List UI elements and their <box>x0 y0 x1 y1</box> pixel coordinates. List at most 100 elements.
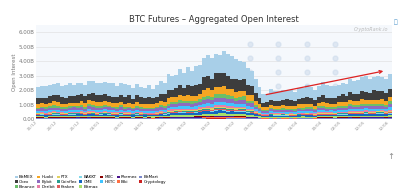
Bar <box>285 112 289 113</box>
Bar <box>135 115 139 116</box>
Bar <box>317 114 321 115</box>
Bar <box>329 118 333 119</box>
Bar <box>356 116 360 117</box>
Bar <box>226 106 230 108</box>
Bar <box>139 103 143 107</box>
Bar <box>344 96 348 103</box>
Bar <box>166 74 170 89</box>
Bar <box>76 110 80 112</box>
Bar <box>297 108 301 109</box>
Bar <box>91 111 95 112</box>
Bar <box>238 112 242 114</box>
Bar <box>313 116 317 117</box>
Bar <box>380 118 384 119</box>
Bar <box>123 115 127 116</box>
Bar <box>242 79 246 91</box>
Bar <box>218 94 222 98</box>
Bar <box>143 111 147 113</box>
Bar <box>194 109 198 110</box>
Bar <box>273 108 277 110</box>
Bar <box>380 108 384 110</box>
Bar <box>107 116 111 117</box>
Bar <box>238 110 242 111</box>
Bar <box>214 102 218 105</box>
Bar <box>119 118 123 119</box>
Bar <box>258 111 262 113</box>
Bar <box>258 104 262 108</box>
Bar <box>159 107 162 109</box>
Bar <box>64 115 68 117</box>
Bar <box>262 103 266 108</box>
Bar <box>380 113 384 114</box>
Bar <box>340 113 344 114</box>
Bar <box>344 117 348 118</box>
Bar <box>147 109 151 111</box>
Bar <box>309 114 313 115</box>
Bar <box>364 114 368 116</box>
Bar <box>159 117 162 118</box>
Bar <box>182 117 186 118</box>
Bar <box>139 107 143 109</box>
Bar <box>147 117 151 118</box>
Bar <box>111 84 115 97</box>
Bar <box>186 111 190 112</box>
Bar <box>52 118 56 119</box>
Bar <box>166 89 170 98</box>
Bar <box>95 116 99 117</box>
Bar <box>348 100 352 104</box>
Bar <box>368 111 372 112</box>
Bar <box>372 109 376 111</box>
Bar <box>99 117 103 118</box>
Bar <box>52 94 56 101</box>
Bar <box>115 107 119 109</box>
Bar <box>91 101 95 105</box>
Bar <box>234 101 238 104</box>
Bar <box>293 111 297 112</box>
Bar <box>210 104 214 107</box>
Bar <box>254 101 258 105</box>
Bar <box>376 117 380 118</box>
Bar <box>309 117 313 118</box>
Bar <box>360 116 364 117</box>
Bar <box>258 98 262 104</box>
Bar <box>254 107 258 109</box>
Bar <box>337 103 340 106</box>
Bar <box>238 97 242 100</box>
Bar <box>289 109 293 110</box>
Bar <box>48 96 52 103</box>
Bar <box>266 102 269 107</box>
Bar <box>115 114 119 115</box>
Bar <box>202 90 206 97</box>
Bar <box>242 104 246 107</box>
Bar <box>127 85 131 95</box>
Bar <box>80 112 84 113</box>
Bar <box>309 118 313 119</box>
Bar <box>84 112 88 113</box>
Bar <box>111 103 115 107</box>
Bar <box>348 114 352 116</box>
Bar <box>238 61 242 80</box>
Bar <box>368 100 372 104</box>
Bar <box>95 113 99 114</box>
Bar <box>186 117 190 118</box>
Bar <box>269 114 273 115</box>
Bar <box>313 106 317 109</box>
Bar <box>107 102 111 106</box>
Bar <box>313 113 317 114</box>
Bar <box>210 117 214 118</box>
Bar <box>218 98 222 102</box>
Bar <box>107 108 111 110</box>
Bar <box>52 117 56 118</box>
Bar <box>52 116 56 117</box>
Bar <box>368 113 372 114</box>
Bar <box>131 117 135 118</box>
Bar <box>234 98 238 101</box>
Bar <box>36 116 40 118</box>
Bar <box>48 114 52 115</box>
Bar <box>80 113 84 114</box>
Bar <box>147 108 151 109</box>
Bar <box>194 101 198 103</box>
Bar <box>384 105 388 107</box>
Bar <box>356 112 360 113</box>
Bar <box>344 106 348 108</box>
